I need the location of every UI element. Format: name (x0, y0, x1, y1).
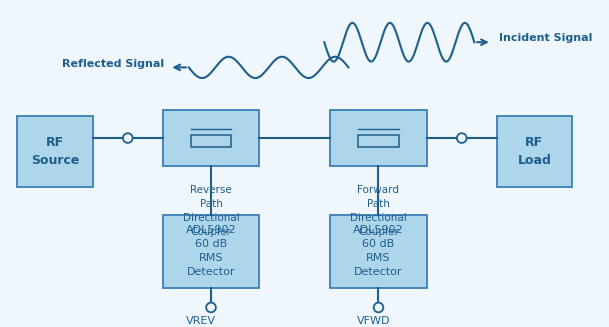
Text: VFWD: VFWD (357, 316, 390, 326)
Text: Reflected Signal: Reflected Signal (63, 59, 164, 69)
Circle shape (457, 133, 466, 143)
Bar (330, 110, 427, 166)
Bar (18, 116, 93, 187)
Text: VREV: VREV (186, 316, 216, 326)
Circle shape (206, 302, 216, 312)
Bar (358, 135, 399, 147)
Bar (163, 215, 259, 288)
Circle shape (374, 302, 383, 312)
Bar (163, 110, 259, 166)
Text: RF
Source: RF Source (31, 136, 79, 167)
Bar (496, 116, 572, 187)
Text: ADL5902
60 dB
RMS
Detector: ADL5902 60 dB RMS Detector (186, 225, 236, 277)
Bar (330, 215, 427, 288)
Bar (191, 135, 231, 147)
Text: ADL5902
60 dB
RMS
Detector: ADL5902 60 dB RMS Detector (353, 225, 404, 277)
Text: Reverse
Path
Directional
Coupler: Reverse Path Directional Coupler (183, 185, 239, 237)
Text: Incident Signal: Incident Signal (499, 33, 592, 43)
Text: Forward
Path
Directional
Coupler: Forward Path Directional Coupler (350, 185, 407, 237)
Circle shape (123, 133, 133, 143)
Text: RF
Load: RF Load (518, 136, 551, 167)
